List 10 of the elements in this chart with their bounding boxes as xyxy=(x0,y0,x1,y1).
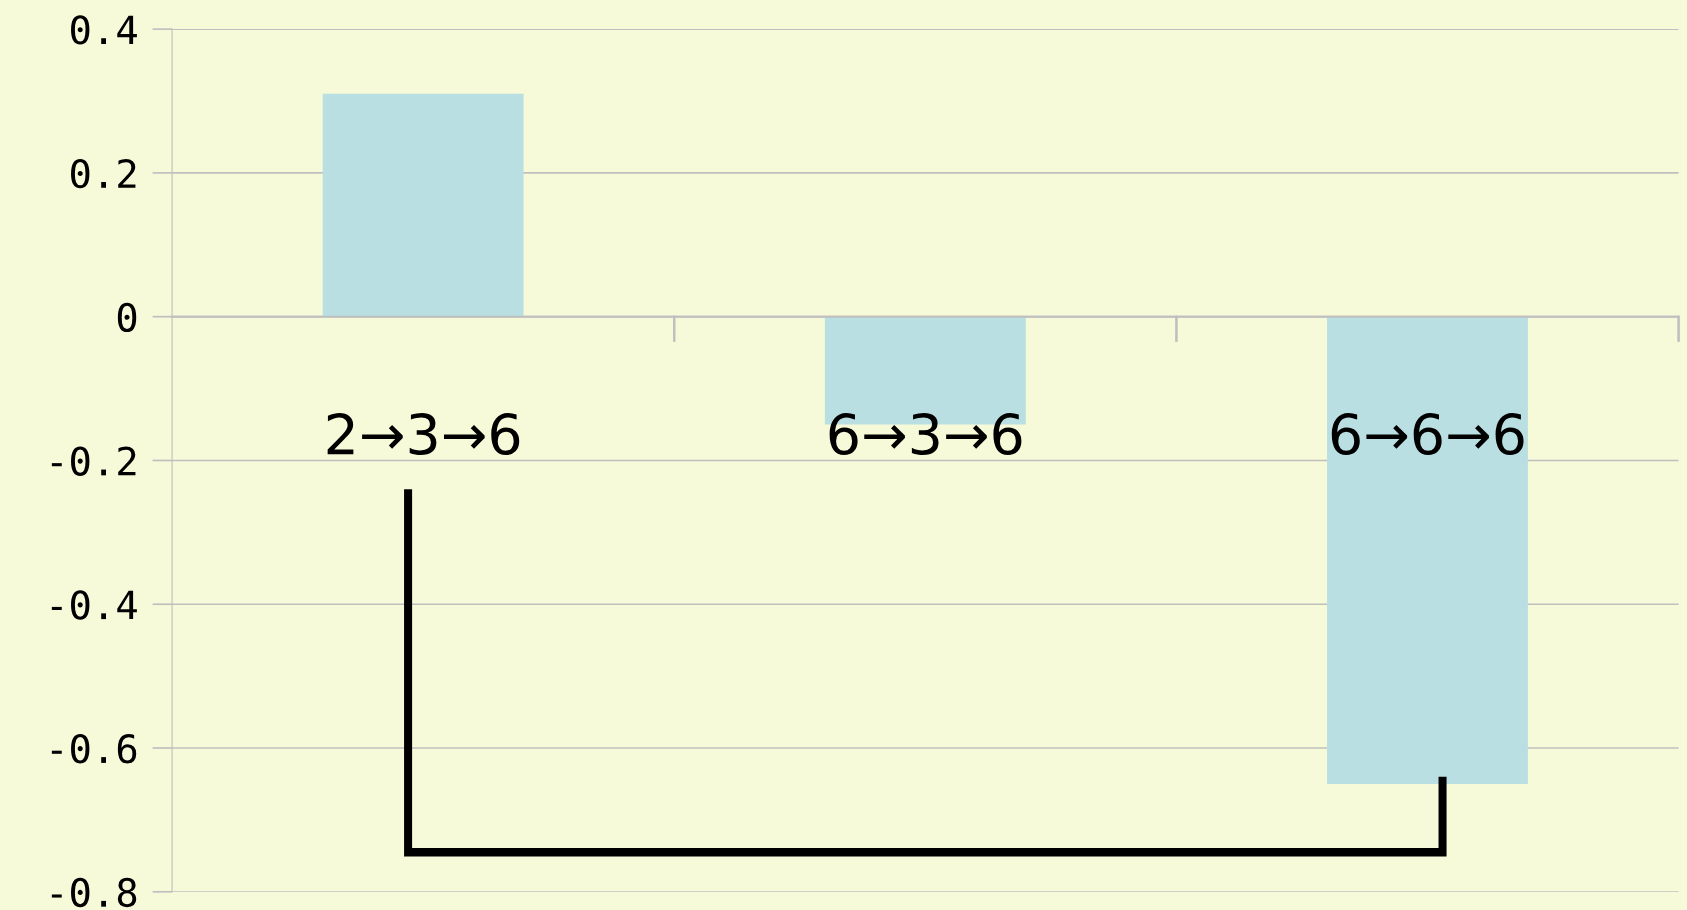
x-tick-label: 6→3→6 xyxy=(829,413,1022,456)
y-tick-label: 0.4 xyxy=(71,15,137,45)
y-tick-label: -0.8 xyxy=(51,877,137,908)
x-tick-label: 6→6→6 xyxy=(1331,413,1524,456)
y-tick-label: -0.4 xyxy=(51,590,137,620)
y-tick-label: 0 xyxy=(117,302,137,333)
y-tick-label: -0.2 xyxy=(51,446,136,476)
x-tick-label: 2→3→6 xyxy=(327,413,520,456)
y-tick-label: -0.6 xyxy=(51,734,137,764)
y-tick-label: 0.2 xyxy=(71,158,136,189)
